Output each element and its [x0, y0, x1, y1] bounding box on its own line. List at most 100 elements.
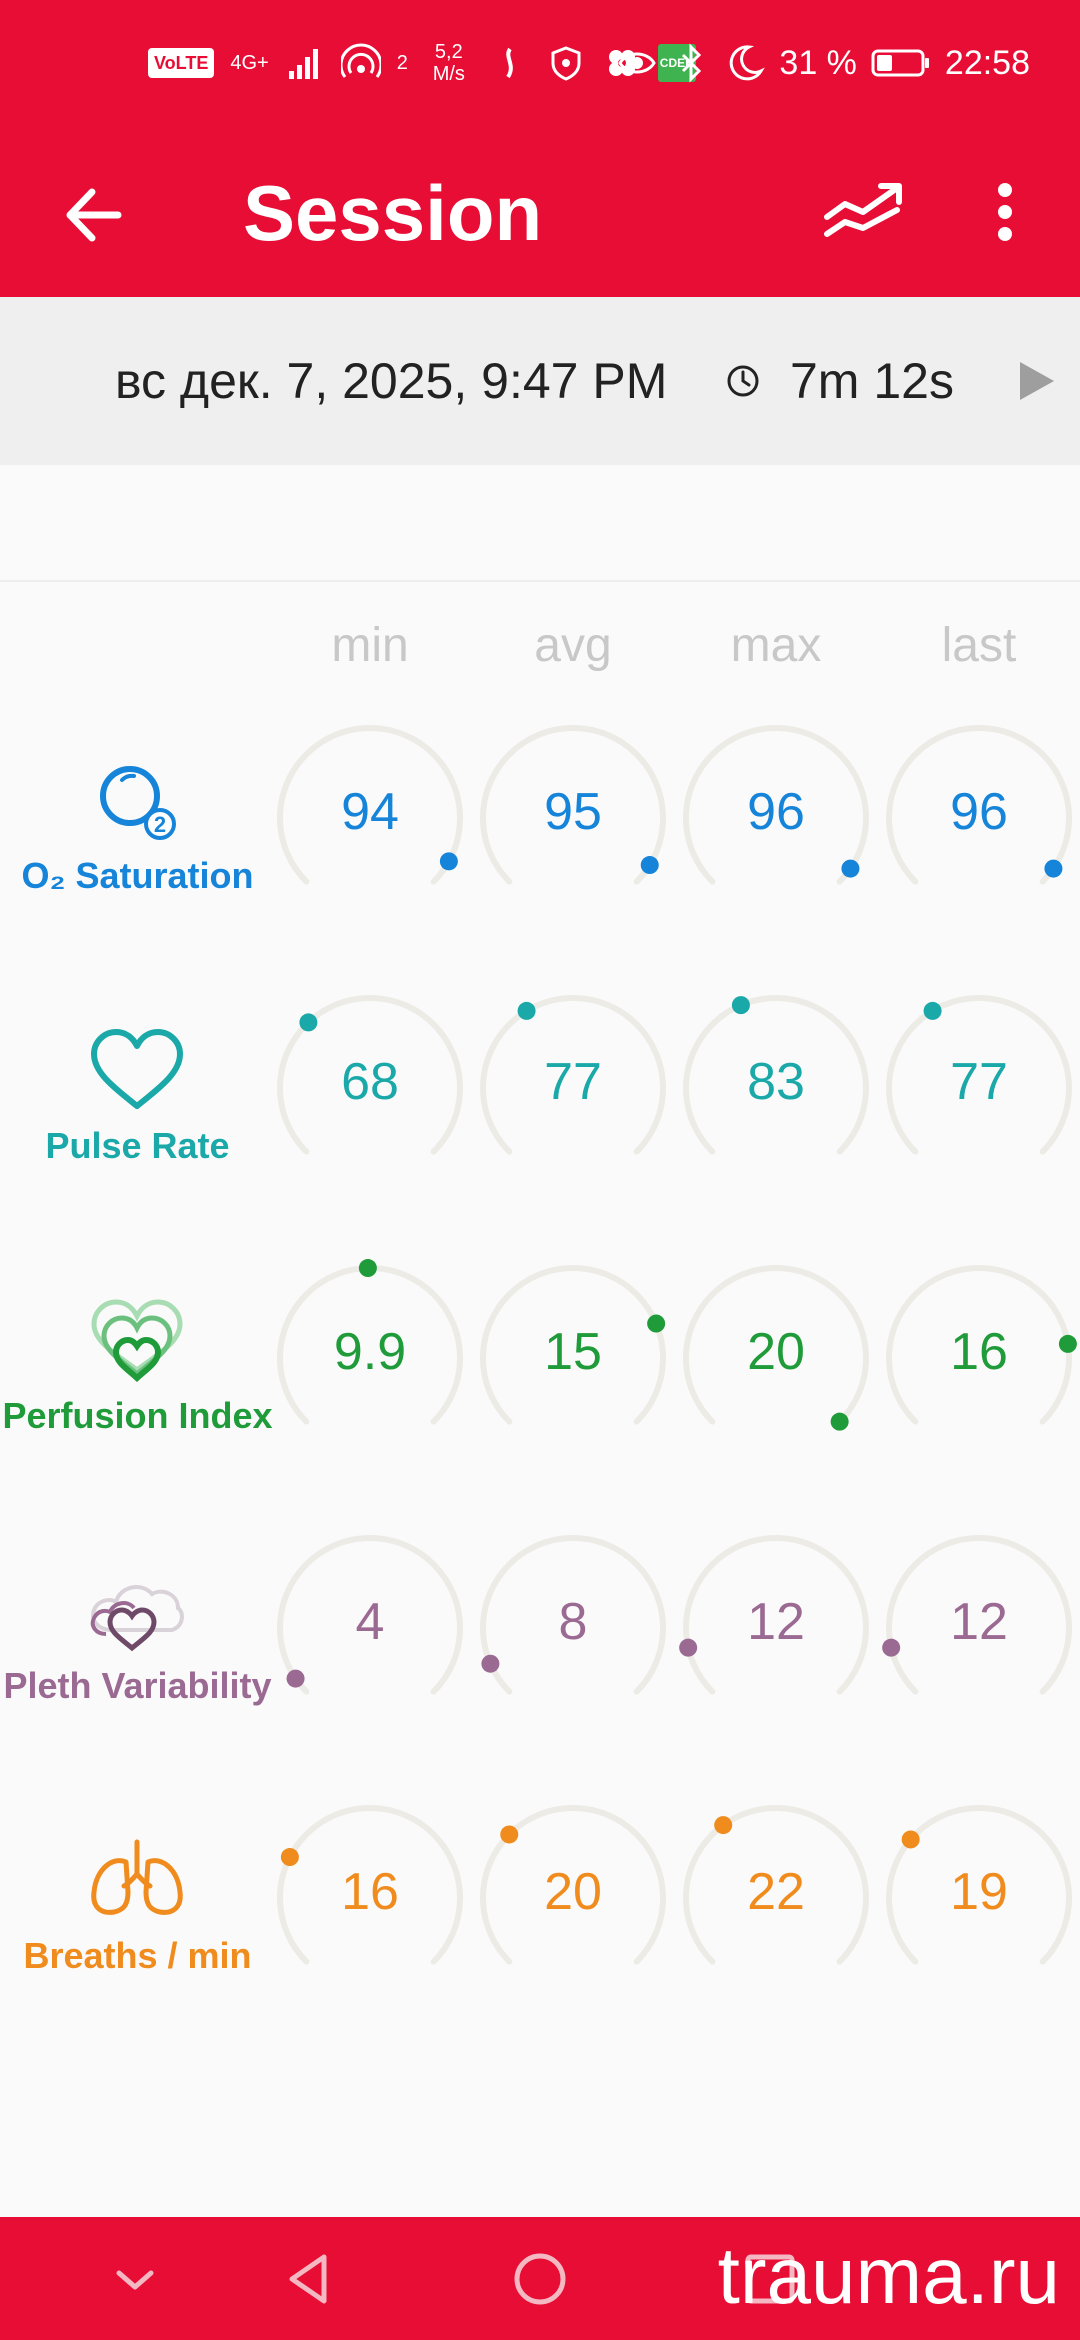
metric-row-perfusion-index: Perfusion Index 9.9 15 20 16: [0, 1230, 1080, 1500]
gauge-last: 96: [877, 716, 1080, 920]
trend-chart-icon[interactable]: [815, 162, 915, 262]
gauge-max: 96: [674, 716, 878, 920]
gauge-avg: 77: [471, 986, 675, 1190]
gauge-indicator-dot: [731, 996, 750, 1015]
gauge-max: 22: [674, 1796, 878, 2000]
metric-label: O₂ Saturation: [21, 855, 254, 896]
gauge-value: 96: [950, 783, 1008, 841]
svg-text:2: 2: [154, 812, 166, 837]
status-bar: VoLTE 4G+ 2 5,2 M/s CDEK 31 % 22:58: [0, 0, 1080, 130]
play-icon[interactable]: [1010, 356, 1060, 406]
gauge-indicator-dot: [517, 1001, 536, 1020]
column-header-max: max: [730, 619, 822, 672]
gauge-last: 16: [877, 1256, 1080, 1460]
gauge-track: [480, 1535, 666, 1695]
gauge-indicator-dot: [901, 1830, 920, 1849]
gauge-track: [886, 1535, 1072, 1695]
gauge-indicator-dot: [640, 856, 659, 875]
metric-label: Breaths / min: [23, 1935, 252, 1976]
back-arrow-icon[interactable]: [50, 170, 140, 260]
gauge-indicator-dot: [647, 1314, 666, 1333]
gauge-value: 4: [355, 1593, 385, 1651]
nav-recents-icon[interactable]: [730, 2239, 810, 2319]
volte-badge: VoLTE: [148, 48, 215, 78]
battery-percent: 31 %: [779, 43, 857, 82]
gauge-track: [480, 725, 666, 885]
gauge-indicator-dot: [481, 1654, 500, 1673]
gauge-avg: 95: [471, 716, 675, 920]
gauge-track: [683, 995, 869, 1155]
gauge-max: 20: [674, 1256, 878, 1460]
hotspot-icon: [340, 43, 381, 78]
nav-home-icon[interactable]: [500, 2239, 580, 2319]
metric-label: Pulse Rate: [45, 1125, 230, 1166]
system-nav-bar: [0, 2217, 1080, 2340]
gauge-track: [277, 1805, 463, 1965]
gauge-track: [886, 725, 1072, 885]
gauge-indicator-dot: [1058, 1334, 1077, 1353]
network-type: 4G+: [230, 52, 269, 74]
moon-icon: [730, 45, 766, 81]
session-header: вс дек. 7, 2025, 9:47 PM 7m 12s: [0, 297, 1080, 465]
gauge-value: 77: [544, 1053, 602, 1111]
session-datetime: вс дек. 7, 2025, 9:47 PM: [115, 353, 668, 409]
gauge-indicator-dot: [679, 1638, 698, 1657]
gauge-indicator-dot: [841, 859, 860, 878]
gauge-value: 9.9: [333, 1323, 407, 1381]
gauge-indicator-dot: [1044, 859, 1063, 878]
gauge-indicator-dot: [286, 1669, 305, 1688]
metric-label: Pleth Variability: [3, 1665, 272, 1706]
divider: [0, 580, 1080, 582]
gauge-last: 77: [877, 986, 1080, 1190]
gauge-min: 9.9: [268, 1256, 472, 1460]
gauge-indicator-dot: [923, 1001, 942, 1020]
gauge-value: 95: [544, 783, 602, 841]
gauge-value: 20: [544, 1863, 602, 1921]
page-title: Session: [243, 169, 543, 257]
app-notification-icon: [506, 47, 513, 79]
hotspot-count: 2: [396, 52, 408, 74]
gauge-value: 8: [558, 1593, 588, 1651]
gauge-max: 12: [674, 1526, 878, 1730]
gauge-max: 83: [674, 986, 878, 1190]
metric-row-pulse-rate: Pulse Rate 68 77 83 77: [0, 960, 1080, 1230]
bluetooth-icon: [682, 43, 702, 83]
gauge-indicator-dot: [830, 1412, 849, 1431]
gauge-track: [277, 995, 463, 1155]
gauge-value: 22: [747, 1863, 805, 1921]
nav-back-icon[interactable]: [270, 2239, 350, 2319]
chevron-down-icon[interactable]: [95, 2239, 175, 2319]
gauge-indicator-dot: [299, 1013, 318, 1032]
gauge-indicator-dot: [882, 1638, 901, 1657]
gauge-last: 12: [877, 1526, 1080, 1730]
column-header-last: last: [941, 619, 1017, 672]
gauge-track: [683, 1265, 869, 1425]
metric-row-breaths-per-min: Breaths / min 16 20 22 19: [0, 1770, 1080, 2040]
clock-time: 22:58: [944, 43, 1030, 82]
gauge-track: [480, 1265, 666, 1425]
cdek-app-icon: CDEK: [657, 44, 696, 82]
gauge-value: 68: [341, 1053, 399, 1111]
gauge-track: [683, 1535, 869, 1695]
o2-saturation-icon: 2: [100, 766, 176, 840]
metric-row-pleth-variability: Pleth Variability 4 8 12 12: [0, 1500, 1080, 1770]
gauge-value: 19: [950, 1863, 1008, 1921]
gauge-track: [277, 725, 463, 885]
column-header-min: min: [331, 619, 409, 672]
gauge-indicator-dot: [500, 1825, 519, 1844]
gauge-value: 16: [950, 1323, 1008, 1381]
gauge-avg: 8: [471, 1526, 675, 1730]
gauge-indicator-dot: [280, 1848, 299, 1867]
more-options-icon[interactable]: [980, 162, 1030, 262]
gauge-indicator-dot: [714, 1816, 733, 1835]
gauge-track: [683, 725, 869, 885]
signal-icon: [288, 49, 318, 79]
gauge-track: [886, 1265, 1072, 1425]
metric-label: Perfusion Index: [2, 1395, 273, 1436]
lungs-icon: [91, 1839, 183, 1915]
gauge-track: [886, 995, 1072, 1155]
gauge-indicator-dot: [439, 852, 458, 871]
gauge-track: [480, 1805, 666, 1965]
gauge-value: 94: [341, 783, 399, 841]
eye-icon: [618, 52, 657, 74]
